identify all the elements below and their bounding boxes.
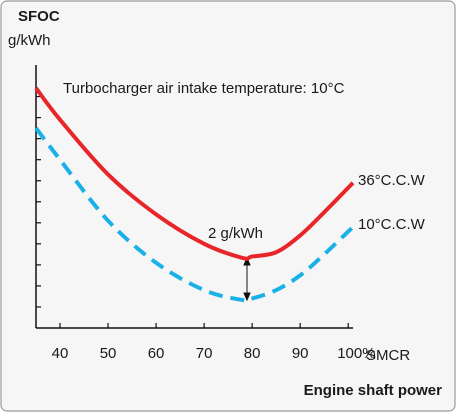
x-axis-label: Engine shaft power <box>304 382 443 399</box>
chart-title: SFOC <box>18 8 60 25</box>
x-tick-label: 70 <box>196 345 213 362</box>
y-axis-label: g/kWh <box>8 32 51 49</box>
x-unit: SMCR <box>366 347 410 364</box>
x-tick-label: 50 <box>100 345 117 362</box>
series-label: 36°C.C.W <box>358 172 426 189</box>
series-label: 10°C.C.W <box>358 216 426 233</box>
x-tick-label: 60 <box>148 345 165 362</box>
x-tick-label: 40 <box>52 345 69 362</box>
series-line <box>34 126 355 303</box>
annotation: Turbocharger air intake temperature: 10°… <box>63 80 345 97</box>
x-tick-label: 80 <box>244 345 261 362</box>
x-tick-label: 90 <box>292 345 309 362</box>
series-line <box>34 86 355 261</box>
x-tick-label: 100% <box>337 345 375 362</box>
annotation: 2 g/kWh <box>208 225 263 242</box>
gap-arrow <box>243 256 251 302</box>
